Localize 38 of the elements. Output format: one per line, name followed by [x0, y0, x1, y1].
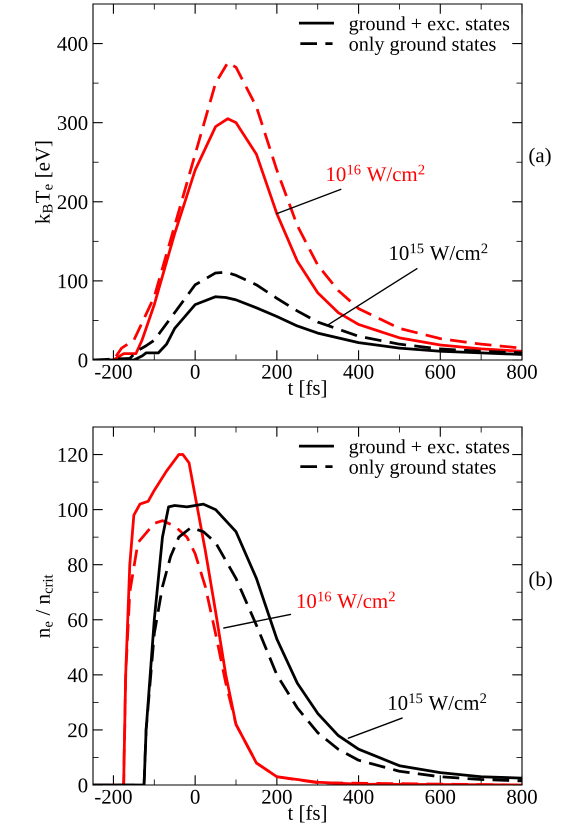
annotation: 10$^{15}$ W/cm$^{2}$ — [389, 693, 486, 710]
y-tick-label: 100 — [58, 502, 88, 518]
text: (b) — [529, 571, 552, 590]
x-tick-label: 200 — [262, 364, 292, 379]
x-tick-label: 200 — [262, 790, 292, 804]
y-tick-label: 60 — [68, 613, 88, 628]
text: (a) — [529, 148, 551, 167]
y-tick-label: 0 — [78, 353, 88, 368]
x-tick-label: 800 — [507, 790, 537, 804]
legend-label: only ground states — [349, 460, 496, 478]
y-tick-label: 20 — [68, 723, 88, 738]
y-tick-label: 40 — [68, 668, 88, 682]
y-tick-label: 100 — [58, 274, 88, 288]
y-tick-label: 400 — [57, 36, 88, 51]
x-axis-title: t [fs] — [288, 805, 326, 823]
x-tick-label: -200 — [95, 790, 132, 804]
x-tick-label: 400 — [343, 790, 374, 804]
x-axis-title: t [fs] — [288, 380, 326, 398]
x-tick-label: 0 — [190, 364, 200, 379]
x-tick-label: 400 — [343, 364, 374, 379]
x-tick-label: -200 — [95, 364, 132, 379]
x-tick-label: 0 — [190, 790, 200, 804]
legend-label: ground + exc. states — [350, 439, 510, 458]
x-tick-label: 600 — [426, 364, 456, 379]
y-tick-label: 80 — [68, 558, 88, 572]
y-tick-label: 120 — [58, 448, 88, 462]
x-tick-label: 600 — [426, 790, 456, 804]
annotation: 10$^{16}$ W/cm$^{2}$ — [327, 164, 424, 182]
x-tick-label: 800 — [507, 364, 537, 379]
y-tick-label: 300 — [58, 116, 88, 130]
legend-label: only ground states — [349, 36, 496, 55]
legend-label: ground + exc. states — [350, 16, 510, 35]
y-tick-label: 200 — [58, 195, 88, 210]
annotation: 10$^{15}$ W/cm$^{2}$ — [390, 244, 488, 260]
y-tick-label: 0 — [78, 778, 88, 792]
y-axis-title: k$_{B}$T$_{e}$ [eV] — [35, 142, 53, 224]
annotation: 10$^{16}$ W/cm$^{2}$ — [298, 592, 395, 608]
y-axis-title: n$_{e}$ / n$_{crit}$ — [36, 574, 53, 638]
